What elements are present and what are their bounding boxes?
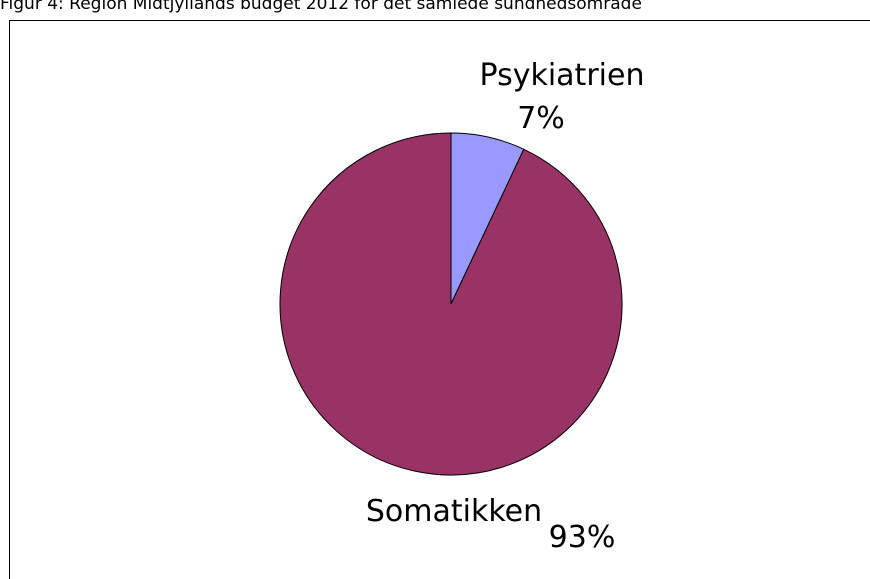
pie-slice [279,132,623,476]
slice-label: Somatikken [366,494,542,529]
value-label: 93% [549,520,616,555]
chart-title: Figur 4: Region Midtjyllands budget 2012… [0,0,642,14]
value-label: 7% [517,101,565,136]
slice-label: Psykiatrien [480,58,645,93]
